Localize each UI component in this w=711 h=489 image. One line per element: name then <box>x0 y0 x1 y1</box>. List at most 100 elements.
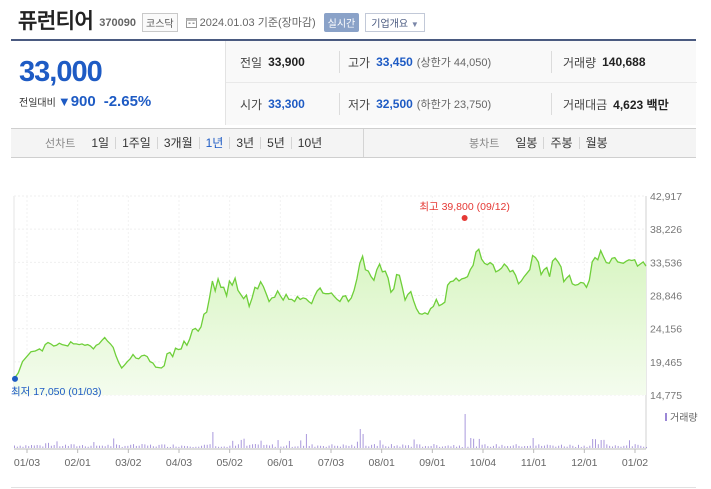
period-1y[interactable]: 1년 <box>200 137 231 149</box>
current-price: 33,000 <box>19 56 103 88</box>
volume-bar <box>447 445 449 448</box>
volume-bar <box>305 434 307 448</box>
volume-bar <box>73 444 75 448</box>
volume-bar <box>498 446 500 448</box>
x-tick-label: 01/02 <box>622 457 648 469</box>
volume-label: 거래량 <box>563 55 597 70</box>
period-1w[interactable]: 1주일 <box>116 137 158 149</box>
change-value: 900 <box>70 93 96 110</box>
bottom-divider <box>11 487 696 488</box>
divider <box>551 93 552 115</box>
volume-bar <box>308 445 310 448</box>
volume-bar <box>631 446 633 448</box>
realtime-button[interactable]: 실시간 <box>323 12 360 32</box>
open-label: 시가 <box>240 97 263 112</box>
volume-bar <box>524 446 526 448</box>
down-triangle-icon: ▼ <box>57 94 71 109</box>
stats-row: 전일 33,900 고가 33,450 (상한가 44,050) 거래량 140… <box>226 41 697 83</box>
volume-bar <box>271 444 273 448</box>
low-label: 저가 <box>348 97 371 112</box>
volume-bar <box>439 446 441 448</box>
high-label: 고가 <box>348 55 371 70</box>
volume-bar <box>634 444 636 448</box>
volume-bar <box>62 446 64 448</box>
company-info-button[interactable]: 기업개요 ▼ <box>365 12 425 32</box>
volume-legend-label: 거래량 <box>670 412 698 424</box>
volume-bar <box>232 440 234 448</box>
volume-bar <box>637 444 639 448</box>
volume-bar <box>184 445 186 448</box>
price-chart[interactable]: 42,917 38,226 33,536 28,846 24,156 19,465 14,7… <box>0 182 711 482</box>
volume-bar <box>28 446 30 448</box>
volume-bar <box>354 446 356 448</box>
volume-bar <box>237 444 239 448</box>
volume-bar <box>461 446 463 448</box>
prev-close-cell: 전일 33,900 <box>240 41 305 83</box>
volume-bar <box>390 444 392 448</box>
candle-weekly[interactable]: 주봉 <box>544 137 580 149</box>
volume-bar <box>243 438 245 448</box>
volume-bar <box>467 446 469 448</box>
x-tick-label: 08/01 <box>369 457 395 469</box>
volume-bar <box>580 446 582 448</box>
max-point-marker <box>461 215 468 222</box>
volume-bar <box>124 445 126 448</box>
period-3m[interactable]: 3개월 <box>158 137 200 149</box>
volume-bar <box>322 446 324 448</box>
volume-bar <box>90 445 92 448</box>
volume-bar <box>82 445 84 448</box>
volume-bar <box>407 445 409 448</box>
volume-bar <box>158 444 160 448</box>
volume-bar <box>121 446 123 448</box>
volume-bar <box>473 438 475 448</box>
as-of-date: 2024.01.03 기준(장마감) <box>199 17 316 29</box>
period-3y[interactable]: 3년 <box>230 137 262 149</box>
period-1d[interactable]: 1일 <box>85 137 117 149</box>
volume-bar <box>226 446 228 448</box>
period-10y[interactable]: 10년 <box>297 136 323 150</box>
change-line: 전일대비 ▼ 900 -2.65% <box>19 93 151 110</box>
calendar-icon <box>185 17 197 28</box>
trade-amount-label: 거래대금 <box>563 97 608 112</box>
volume-bar <box>235 445 237 448</box>
volume-bar <box>300 440 302 448</box>
period-5y[interactable]: 5년 <box>261 137 292 149</box>
x-tick-label: 12/01 <box>571 457 597 469</box>
candle-chart-periods: 봉차트 일봉 주봉 월봉 <box>469 129 614 157</box>
volume-bar <box>25 445 27 448</box>
volume-bar <box>385 446 387 448</box>
volume-bar <box>19 445 21 448</box>
y-tick-label: 28,846 <box>650 291 682 303</box>
volume-bar <box>254 444 256 448</box>
volume-bar <box>56 441 58 448</box>
volume-bar <box>277 440 279 448</box>
min-point-label: 최저 17,050 (01/03) <box>11 386 102 398</box>
volume-bar <box>541 445 543 448</box>
volume-bar <box>515 444 517 448</box>
volume-bar <box>249 444 251 448</box>
volume-bar <box>628 440 630 448</box>
volume-bar <box>646 446 647 448</box>
candle-monthly[interactable]: 월봉 <box>585 136 608 150</box>
volume-bar <box>365 445 367 448</box>
volume-cell: 거래량 140,688 <box>563 41 646 83</box>
volume-bar <box>563 446 565 448</box>
volume-bar <box>444 446 446 448</box>
volume-bar <box>453 445 455 448</box>
low-cell: 저가 32,500 (하한가 23,750) <box>348 83 491 125</box>
volume-bar <box>600 440 602 448</box>
volume-bar <box>549 445 551 448</box>
volume-bar <box>107 444 109 448</box>
volume-bar <box>594 439 596 448</box>
volume-bar <box>328 445 330 448</box>
volume-bar <box>223 446 225 448</box>
volume-bar <box>504 446 506 448</box>
volume-bar <box>274 446 276 448</box>
change-percent: -2.65% <box>103 93 152 110</box>
volume-bar <box>269 445 271 448</box>
lower-limit: (하한가 23,750) <box>416 99 492 111</box>
volume-bar <box>526 446 528 448</box>
volume-bar <box>147 445 149 448</box>
candle-daily[interactable]: 일봉 <box>509 137 545 149</box>
prev-close-label: 전일 <box>240 55 263 70</box>
